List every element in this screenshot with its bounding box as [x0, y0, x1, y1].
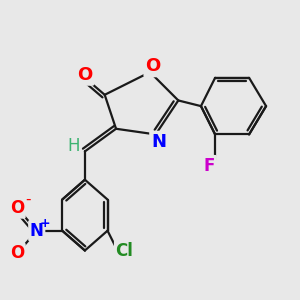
Text: O: O — [145, 58, 160, 76]
Text: N: N — [30, 222, 44, 240]
Text: O: O — [10, 199, 24, 217]
Text: N: N — [151, 133, 166, 151]
Text: F: F — [204, 157, 215, 175]
Text: +: + — [40, 217, 51, 230]
Text: O: O — [10, 244, 24, 262]
Text: Cl: Cl — [116, 242, 134, 260]
Text: O: O — [77, 66, 92, 84]
Text: H: H — [67, 137, 80, 155]
Text: -: - — [26, 192, 31, 207]
